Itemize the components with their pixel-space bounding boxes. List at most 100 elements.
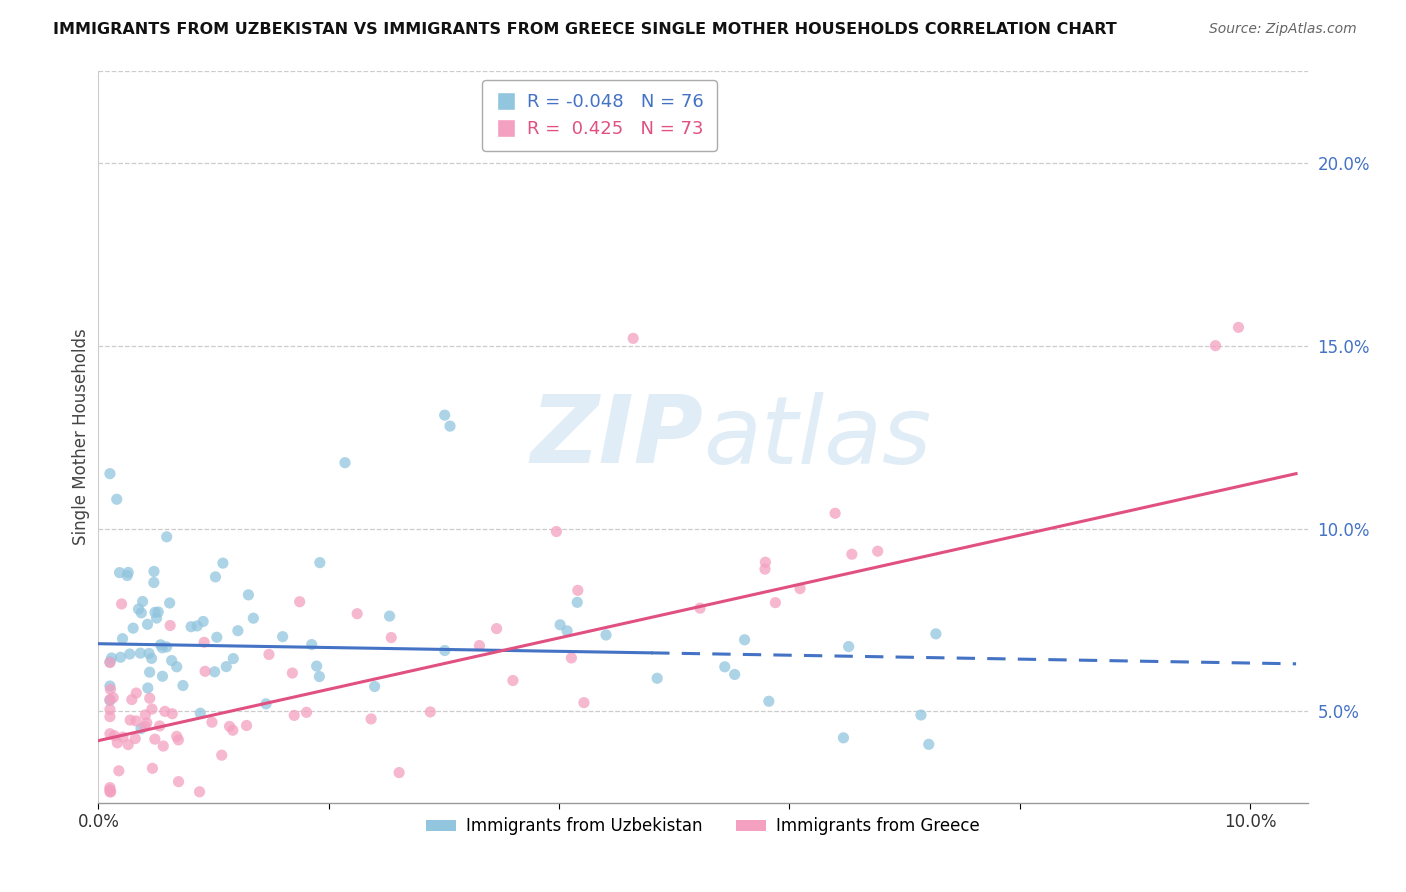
Point (125, 714, 148, 728)
Point (129, 646, 152, 660)
Point (308, 556, 330, 570)
Point (136, 681, 159, 695)
Point (305, 659, 328, 673)
Point (380, 631, 402, 645)
Point (378, 609, 401, 624)
Point (98, 780, 121, 795)
Point (866, 544, 889, 558)
Point (142, 575, 165, 590)
Point (117, 566, 139, 580)
Point (832, 731, 855, 745)
Point (162, 706, 184, 721)
Point (295, 706, 318, 720)
Point (548, 617, 571, 632)
Point (288, 595, 311, 609)
Point (149, 719, 172, 733)
Point (110, 597, 132, 611)
Point (222, 723, 245, 738)
Point (141, 651, 163, 665)
Point (108, 764, 131, 778)
Point (838, 640, 860, 654)
Point (194, 665, 217, 679)
Point (713, 660, 735, 674)
Point (118, 647, 141, 661)
Y-axis label: Single Mother Households: Single Mother Households (72, 329, 90, 545)
Point (135, 715, 157, 730)
Point (124, 731, 146, 746)
Point (205, 630, 228, 644)
Point (595, 628, 617, 642)
Point (143, 605, 166, 619)
Point (98, 655, 121, 669)
Point (555, 624, 578, 638)
Point (100, 651, 122, 665)
Point (468, 639, 491, 653)
Point (156, 530, 179, 544)
Point (754, 562, 776, 576)
Point (160, 654, 183, 668)
Point (129, 722, 152, 736)
Point (346, 607, 368, 621)
Point (149, 638, 172, 652)
Point (215, 659, 238, 673)
Point (226, 624, 249, 638)
Point (186, 619, 208, 633)
Point (101, 690, 124, 705)
Text: Source: ZipAtlas.com: Source: ZipAtlas.com (1209, 22, 1357, 37)
Point (138, 691, 160, 706)
Point (763, 596, 786, 610)
Point (734, 632, 756, 647)
Point (1227, 320, 1250, 334)
Point (167, 732, 190, 747)
Point (621, 331, 644, 345)
Point (560, 651, 582, 665)
Point (188, 706, 211, 721)
Point (110, 650, 132, 665)
Point (138, 665, 160, 680)
Legend: Immigrants from Uzbekistan, Immigrants from Greece: Immigrants from Uzbekistan, Immigrants f… (419, 811, 987, 842)
Point (100, 682, 122, 697)
Point (188, 785, 211, 799)
Point (150, 640, 173, 655)
Point (131, 594, 153, 608)
Point (155, 640, 177, 654)
Point (98, 702, 121, 716)
Point (281, 666, 304, 681)
Point (789, 582, 811, 596)
Point (360, 712, 382, 726)
Point (485, 622, 508, 636)
Point (222, 651, 245, 665)
Point (433, 408, 456, 422)
Point (193, 615, 215, 629)
Point (134, 707, 156, 722)
Point (546, 524, 568, 539)
Point (141, 761, 163, 775)
Point (841, 547, 863, 561)
Point (111, 730, 134, 744)
Point (211, 748, 233, 763)
Text: ZIP: ZIP (530, 391, 703, 483)
Point (1204, 338, 1226, 352)
Point (125, 686, 148, 700)
Point (117, 738, 139, 752)
Point (98, 709, 121, 723)
Point (333, 456, 356, 470)
Point (159, 618, 181, 632)
Point (136, 617, 159, 632)
Point (254, 697, 277, 711)
Point (758, 694, 780, 708)
Point (115, 568, 138, 582)
Point (439, 419, 461, 434)
Point (301, 638, 323, 652)
Point (131, 606, 153, 620)
Point (689, 601, 711, 615)
Point (724, 667, 747, 681)
Point (98, 656, 121, 670)
Point (218, 719, 240, 733)
Point (754, 555, 776, 569)
Text: atlas: atlas (703, 392, 931, 483)
Point (193, 635, 215, 649)
Point (167, 774, 190, 789)
Point (283, 708, 305, 723)
Point (166, 660, 188, 674)
